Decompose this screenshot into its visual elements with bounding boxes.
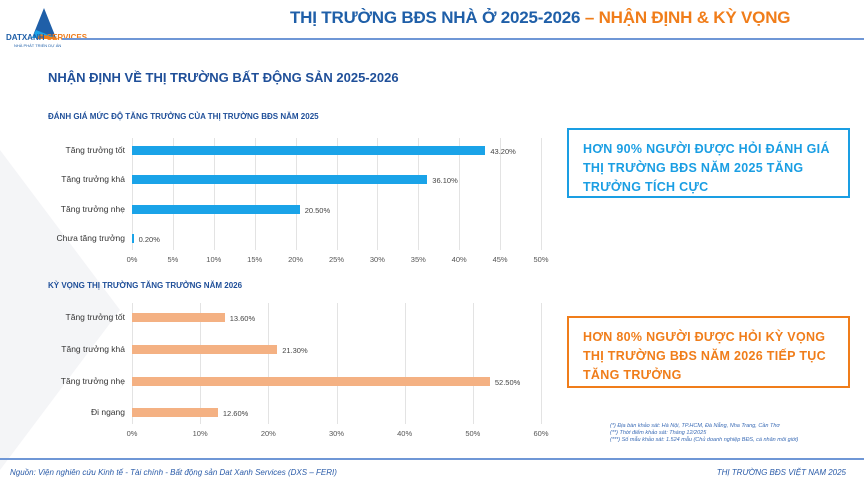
gridline (295, 138, 297, 250)
gridline (541, 303, 542, 424)
gridline (172, 138, 174, 250)
gridline (404, 303, 406, 424)
x-tick-label: 40% (451, 255, 467, 264)
logo-brand-accent: SERVICES (47, 33, 87, 42)
company-logo-icon (32, 8, 60, 39)
gridline (336, 303, 338, 424)
bar (132, 234, 134, 243)
bar (132, 345, 278, 354)
x-tick-label: 0% (126, 255, 138, 264)
gridline (132, 138, 133, 250)
data-label: 36.10% (432, 175, 458, 185)
data-label: 20.50% (304, 205, 331, 215)
x-tick-label: 10% (192, 429, 208, 438)
note-sample-size: (***) Số mẫu khảo sát: 1.524 mẫu (Chủ do… (610, 437, 799, 443)
x-tick-label: 20% (260, 429, 276, 438)
bar (132, 175, 428, 184)
logo-brand: DATXANH SERVICES (6, 33, 87, 42)
x-tick-label: 10% (206, 255, 222, 264)
note-survey-area: (*) Địa bàn khảo sát: Hà Nội, TP.HCM, Đà… (610, 423, 780, 429)
background-shape (0, 150, 120, 470)
category-label: Tăng trưởng nhẹ (60, 376, 125, 386)
bar (132, 146, 486, 155)
gridline (459, 138, 461, 250)
category-label: Tăng trưởng khá (61, 344, 125, 354)
bar (132, 313, 225, 322)
chart-title: KỲ VỌNG THỊ TRƯỜNG TĂNG TRƯỞNG NĂM 2026 (48, 281, 243, 290)
data-label: 13.60% (229, 313, 256, 323)
category-label: Tăng trưởng nhẹ (60, 204, 125, 214)
bar (132, 377, 490, 386)
x-tick-label: 0% (126, 429, 138, 438)
bar (132, 205, 300, 214)
bar (132, 408, 218, 417)
category-label: Tăng trưởng tốt (65, 145, 125, 155)
footer-source: Nguồn: Viện nghiên cứu Kinh tế - Tài chí… (10, 468, 337, 477)
x-tick-label: 50% (465, 429, 481, 438)
header-divider (62, 38, 864, 40)
page-title: THỊ TRƯỜNG BĐS NHÀ Ở 2025-2026 – NHẬN ĐỊ… (290, 8, 791, 28)
callout-2025: HƠN 90% NGƯỜI ĐƯỢC HỎI ĐÁNH GIÁ THỊ TRƯỜ… (567, 128, 850, 198)
category-label: Tăng trưởng khá (61, 174, 125, 184)
gridline (213, 138, 215, 250)
x-tick-label: 30% (369, 255, 385, 264)
data-label: 0.20% (138, 234, 160, 244)
logo-brand-main: DATXANH (6, 33, 45, 42)
gridline (541, 138, 542, 250)
x-tick-label: 5% (167, 255, 179, 264)
gridline (472, 303, 474, 424)
x-tick-label: 15% (247, 255, 263, 264)
footer-divider (0, 458, 864, 460)
note-survey-time: (**) Thời điểm khảo sát: Tháng 12/2025 (610, 430, 707, 436)
title-main: THỊ TRƯỜNG BĐS NHÀ Ở 2025-2026 (290, 8, 581, 27)
gridline (336, 138, 338, 250)
x-tick-label: 30% (328, 429, 344, 438)
footer-right: THỊ TRƯỜNG BĐS VIỆT NAM 2025 (716, 468, 846, 477)
chart-title: ĐÁNH GIÁ MỨC ĐỘ TĂNG TRƯỞNG CỦA THỊ TRƯỜ… (48, 112, 319, 121)
gridline (268, 303, 270, 424)
category-label: Chưa tăng trưởng (56, 233, 125, 243)
logo-tagline: NHÀ PHÁT TRIỂN DỰ ÁN (14, 43, 62, 48)
callout-2026: HƠN 80% NGƯỜI ĐƯỢC HỎI KỲ VỌNG THỊ TRƯỜN… (567, 316, 850, 388)
data-label: 43.20% (490, 146, 516, 156)
x-tick-label: 50% (533, 255, 549, 264)
gridline (200, 303, 202, 424)
data-label: 52.50% (494, 377, 521, 387)
x-tick-label: 60% (533, 429, 549, 438)
x-tick-label: 35% (410, 255, 426, 264)
title-accent: – NHẬN ĐỊNH & KỲ VỌNG (580, 8, 791, 27)
gridline (132, 303, 133, 424)
x-tick-label: 45% (492, 255, 508, 264)
data-label: 21.30% (282, 345, 308, 355)
gridline (500, 138, 502, 250)
gridline (418, 138, 420, 250)
x-tick-label: 40% (397, 429, 413, 438)
gridline (254, 138, 256, 250)
category-label: Đi ngang (90, 407, 125, 417)
x-tick-label: 20% (288, 255, 304, 264)
x-tick-label: 25% (328, 255, 344, 264)
section-title: NHẬN ĐỊNH VỀ THỊ TRƯỜNG BẤT ĐỘNG SẢN 202… (48, 70, 399, 85)
data-label: 12.60% (222, 408, 249, 418)
category-label: Tăng trưởng tốt (65, 312, 125, 322)
gridline (377, 138, 379, 250)
